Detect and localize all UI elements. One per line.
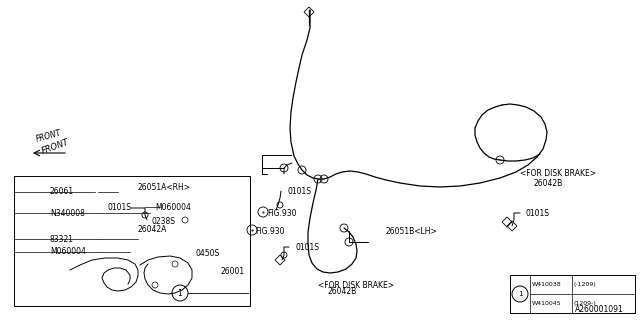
Text: FIG.930: FIG.930 bbox=[267, 209, 296, 218]
Text: (1209-): (1209-) bbox=[574, 301, 596, 306]
Text: 26042B: 26042B bbox=[328, 287, 357, 297]
Text: N340008: N340008 bbox=[50, 209, 85, 218]
Text: 1: 1 bbox=[178, 289, 182, 298]
Text: 0101S: 0101S bbox=[526, 209, 550, 218]
Text: <FOR DISK BRAKE>: <FOR DISK BRAKE> bbox=[520, 169, 596, 178]
Text: 1: 1 bbox=[518, 291, 522, 297]
Text: 83321: 83321 bbox=[50, 235, 74, 244]
Text: FIG.930: FIG.930 bbox=[255, 228, 285, 236]
Text: FRONT: FRONT bbox=[35, 129, 63, 144]
Text: 0238S: 0238S bbox=[152, 217, 176, 226]
Text: 26042A: 26042A bbox=[138, 226, 168, 235]
Text: 26051B<LH>: 26051B<LH> bbox=[385, 227, 436, 236]
Text: 26042B: 26042B bbox=[534, 179, 563, 188]
Text: M060004: M060004 bbox=[50, 247, 86, 257]
Text: 0101S: 0101S bbox=[295, 243, 319, 252]
Text: 26051A<RH>: 26051A<RH> bbox=[138, 182, 191, 191]
Text: FRONT: FRONT bbox=[40, 138, 70, 156]
Text: W410045: W410045 bbox=[532, 301, 562, 306]
Text: 26001: 26001 bbox=[221, 267, 245, 276]
Text: 0101S: 0101S bbox=[287, 187, 311, 196]
Text: 26061: 26061 bbox=[50, 188, 74, 196]
Text: M060004: M060004 bbox=[155, 203, 191, 212]
Text: (-1209): (-1209) bbox=[574, 282, 596, 287]
Text: <FOR DISK BRAKE>: <FOR DISK BRAKE> bbox=[318, 281, 394, 290]
Text: 0101S: 0101S bbox=[107, 204, 131, 212]
Text: W410038: W410038 bbox=[532, 282, 562, 287]
Text: A260001091: A260001091 bbox=[575, 306, 624, 315]
Text: 0450S: 0450S bbox=[195, 249, 220, 258]
